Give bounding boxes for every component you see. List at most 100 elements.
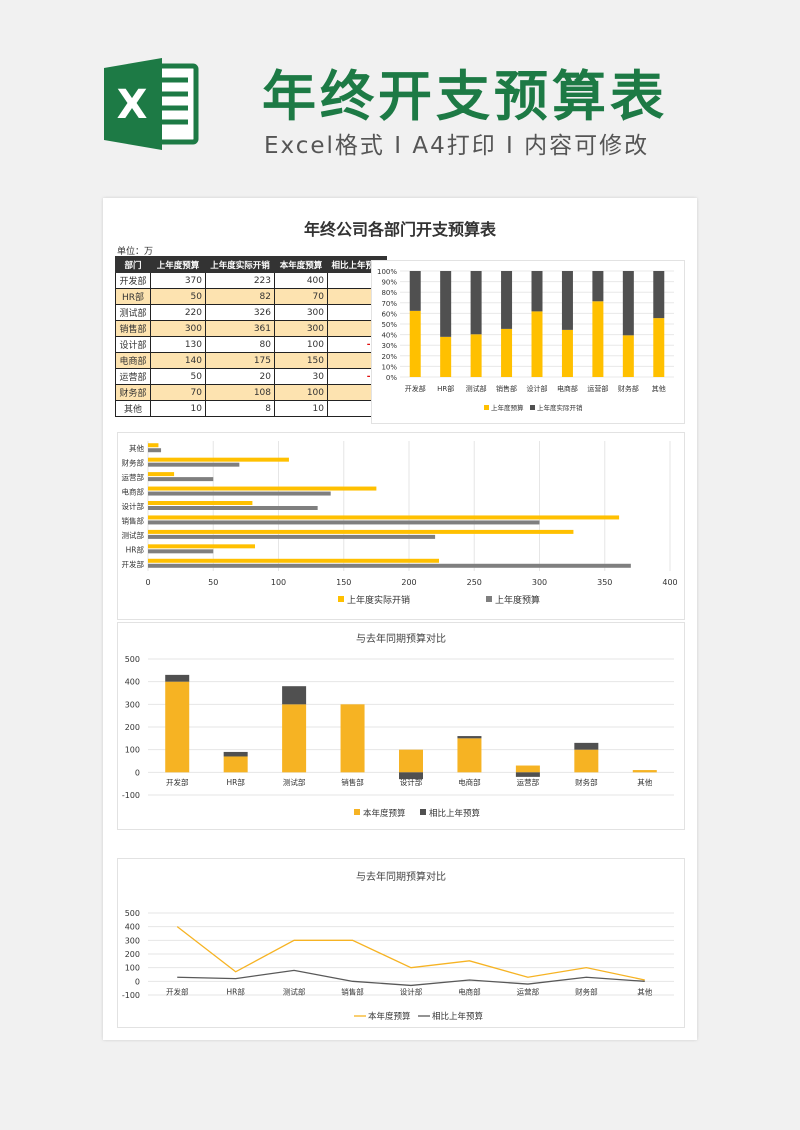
x-tick-label: 开发部 xyxy=(405,384,426,393)
bar-上年度预算 xyxy=(148,534,436,539)
excel-logo-icon: X xyxy=(104,58,199,150)
bar-本年度预算 xyxy=(399,749,423,773)
table-header-cell: 上年度实际开销 xyxy=(205,256,275,273)
bar-本年度预算 xyxy=(340,704,365,773)
table-cell-prev-budget: 370 xyxy=(150,272,206,289)
y-tick-label: 设计部 xyxy=(122,501,145,511)
table-cell-prev-actual: 20 xyxy=(205,368,275,385)
bar-上年度实际开销 xyxy=(148,501,253,505)
table-cell-budget: 300 xyxy=(274,320,328,337)
bar-segment-上年度预算 xyxy=(531,311,543,377)
legend-label: 相比上年预算 xyxy=(432,1011,484,1022)
table-cell-prev-budget: 10 xyxy=(150,400,206,417)
x-tick-label: 财务部 xyxy=(575,986,598,996)
y-tick-label: 0% xyxy=(386,374,397,382)
table-header-row: 部门 上年度预算 上年度实际开销 本年度预算 相比上年预算 xyxy=(115,256,387,273)
table-header-cell: 上年度预算 xyxy=(150,256,206,273)
bar-上年度预算 xyxy=(148,549,214,554)
x-tick-label: 设计部 xyxy=(400,986,423,996)
comparison-bar-chart: 与去年同期预算对比 -100 0 100 200 300 400 500 开发部 HR部 测试部 销售… xyxy=(117,622,685,830)
table-cell-prev-actual: 8 xyxy=(205,400,275,417)
table-cell-budget: 10 xyxy=(274,400,328,417)
table-row: HR部50827020 xyxy=(115,288,387,305)
legend-swatch xyxy=(420,809,426,815)
y-tick-label: 测试部 xyxy=(122,530,145,540)
table-cell-prev-actual: 108 xyxy=(205,384,275,401)
bar-segment-上年度预算 xyxy=(440,336,452,377)
bar-segment-上年度实际开销 xyxy=(501,271,513,329)
bar-segment-上年度预算 xyxy=(622,335,634,377)
bar-上年度预算 xyxy=(148,448,162,453)
y-tick-label: -100 xyxy=(122,791,140,800)
bar-segment-上年度实际开销 xyxy=(592,271,604,302)
bar-相比上年预算 xyxy=(282,686,307,705)
bar-上年度实际开销 xyxy=(148,515,620,520)
table-cell-dept: HR部 xyxy=(115,288,151,305)
table-row: 销售部3003613000 xyxy=(115,320,387,337)
table-cell-dept: 开发部 xyxy=(115,272,151,289)
y-tick-label: 100 xyxy=(125,746,140,755)
sheet-title: 年终公司各部门开支预算表 xyxy=(303,220,496,239)
y-tick-label: 开发部 xyxy=(122,559,145,569)
table-header-cell: 本年度预算 xyxy=(274,256,328,273)
y-tick-label: 财务部 xyxy=(122,458,145,468)
stacked-percent-chart: 0% 10% 20% 30% 40% 50% 60% 70% 80% 90% 100% 开发部 HR部 测… xyxy=(371,260,685,424)
table-cell-budget: 100 xyxy=(274,384,328,401)
hero-banner: X 年终开支预算表 Excel格式 I A4打印 I 内容可修改 xyxy=(0,0,800,190)
x-tick-label: 其他 xyxy=(637,986,652,996)
table-cell-prev-actual: 361 xyxy=(205,320,275,337)
x-tick-label: 100 xyxy=(271,578,286,587)
x-tick-label: 其他 xyxy=(652,384,666,393)
y-tick-label: 70% xyxy=(381,300,397,308)
table-row: 财务部7010810030 xyxy=(115,384,387,401)
x-tick-label: 开发部 xyxy=(166,986,189,996)
bar-segment-上年度实际开销 xyxy=(470,271,482,335)
legend-label: 上年度预算 xyxy=(491,403,524,412)
legend-label: 上年度实际开销 xyxy=(537,403,583,412)
table-cell-budget: 150 xyxy=(274,352,328,369)
y-tick-label: 100% xyxy=(377,268,397,276)
unit-label: 单位：万 xyxy=(117,247,154,257)
bar-上年度预算 xyxy=(148,520,540,525)
x-tick-label: 运营部 xyxy=(517,777,540,787)
bar-segment-上年度实际开销 xyxy=(531,271,543,312)
x-tick-label: 运营部 xyxy=(517,986,540,996)
x-tick-label: 运营部 xyxy=(587,384,608,393)
x-tick-label: 50 xyxy=(208,578,218,587)
y-tick-label: 500 xyxy=(125,655,140,664)
x-tick-label: 400 xyxy=(662,578,677,587)
y-tick-label: 电商部 xyxy=(122,487,145,497)
x-tick-label: 测试部 xyxy=(283,986,306,996)
table-cell-budget: 300 xyxy=(274,304,328,321)
y-tick-label: 300 xyxy=(125,936,140,945)
legend-label: 上年度实际开销 xyxy=(347,594,410,606)
x-tick-label: 设计部 xyxy=(400,777,423,787)
bar-上年度预算 xyxy=(148,506,318,510)
horizontal-bar-chart: 0 50 100 150 200 250 300 350 400 开发部 HR部 测试部 销售部 设计部 电… xyxy=(117,432,685,620)
x-tick-label: 财务部 xyxy=(618,384,639,393)
x-tick-label: 0 xyxy=(145,578,150,587)
bar-上年度预算 xyxy=(148,563,631,568)
legend-label: 本年度预算 xyxy=(363,808,406,819)
y-tick-label: 其他 xyxy=(129,443,144,453)
bar-segment-上年度预算 xyxy=(501,328,513,377)
bar-本年度预算 xyxy=(282,704,307,773)
legend-swatch xyxy=(338,596,344,602)
table-cell-prev-budget: 140 xyxy=(150,352,206,369)
bar-上年度预算 xyxy=(148,491,331,496)
bar-上年度预算 xyxy=(148,462,240,467)
x-tick-label: 250 xyxy=(467,578,482,587)
table-cell-prev-actual: 82 xyxy=(205,288,275,305)
y-tick-label: 90% xyxy=(381,279,397,287)
table-cell-budget: 70 xyxy=(274,288,328,305)
table-cell-dept: 销售部 xyxy=(115,320,151,337)
bar-上年度实际开销 xyxy=(148,529,574,534)
y-tick-label: 60% xyxy=(381,310,397,318)
y-tick-label: 20% xyxy=(381,353,397,361)
y-tick-label: 40% xyxy=(381,332,397,340)
x-tick-label: 财务部 xyxy=(575,777,598,787)
